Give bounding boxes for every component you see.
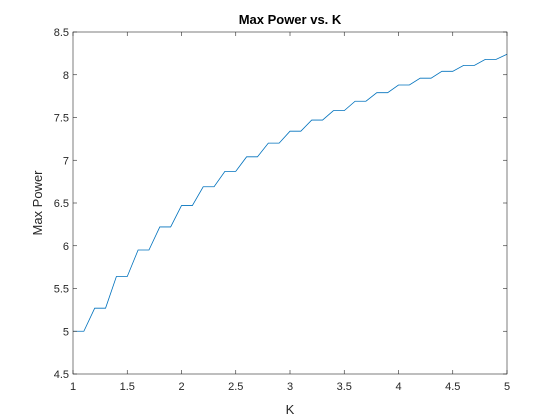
y-tick-label: 7.5	[54, 113, 69, 125]
chart-marks	[73, 53, 508, 332]
y-tick-label: 4.5	[54, 369, 69, 381]
x-tick-label: 3	[287, 381, 293, 393]
x-tick-label: 4.5	[445, 381, 460, 393]
y-axis-ticks: 4.5 5 5.5 6 6.5 7 7.5 8 8.5	[54, 27, 507, 381]
y-tick-label: 6	[63, 241, 69, 253]
y-tick-label: 6.5	[54, 198, 69, 210]
x-tick-label: 4	[395, 381, 401, 393]
series-line	[73, 53, 508, 332]
x-tick-label: 1.5	[120, 381, 135, 393]
x-tick-label: 2.5	[228, 381, 243, 393]
plot-area	[73, 32, 507, 374]
chart-title: Max Power vs. K	[239, 12, 342, 27]
x-tick-label: 2	[178, 381, 184, 393]
x-axis-ticks: 1 1.5 2 2.5 3 3.5 4 4.5 5	[70, 32, 510, 393]
y-tick-label: 8	[63, 70, 69, 82]
y-axis-label: Max Power	[30, 170, 45, 236]
x-axis-label: K	[286, 402, 295, 417]
x-tick-label: 5	[504, 381, 510, 393]
y-tick-label: 7	[63, 155, 69, 167]
y-tick-label: 5	[63, 326, 69, 338]
y-tick-label: 5.5	[54, 284, 69, 296]
y-tick-label: 8.5	[54, 27, 69, 39]
x-tick-label: 1	[70, 381, 76, 393]
x-tick-label: 3.5	[337, 381, 352, 393]
